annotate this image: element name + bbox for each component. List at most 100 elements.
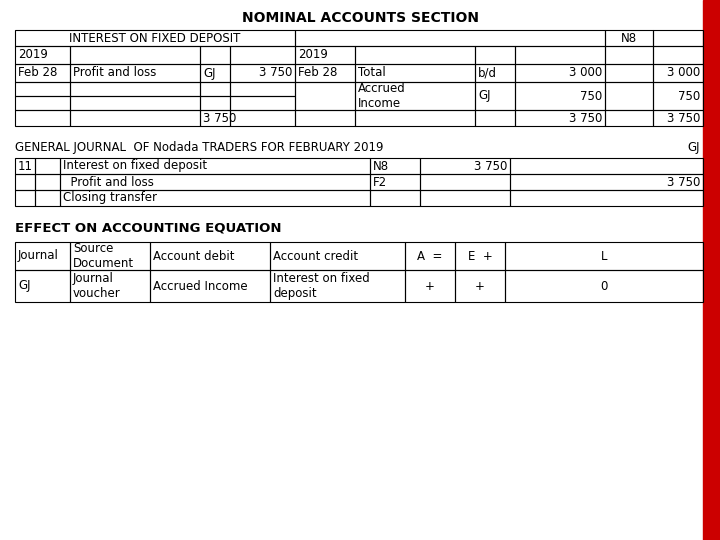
Bar [15,270,70,302]
Bar [70,64,200,82]
Text: Interest on fixed deposit: Interest on fixed deposit [63,159,207,172]
Bar [370,174,420,190]
Bar [605,46,653,64]
Bar [150,242,270,270]
Text: Journal: Journal [18,249,59,262]
Text: 2019: 2019 [18,49,48,62]
Text: Accrued Income: Accrued Income [153,280,248,293]
Text: Account debit: Account debit [153,249,235,262]
Text: Accrued
Income: Accrued Income [358,82,406,110]
Text: 3 750: 3 750 [203,111,236,125]
Bar [475,64,515,82]
Text: Feb 28: Feb 28 [18,66,58,79]
Bar [230,110,295,126]
Bar [475,110,515,126]
Bar [295,64,355,82]
Bar [60,174,370,190]
Text: N8: N8 [621,31,637,44]
Text: L: L [600,249,607,262]
Text: A  =: A = [418,249,443,262]
Bar [355,110,475,126]
Text: b/d: b/d [478,66,497,79]
Bar [475,82,515,110]
Bar [15,64,70,82]
Text: +: + [425,280,435,293]
Bar [475,46,515,64]
Text: 3 750: 3 750 [667,176,700,188]
Bar [510,174,703,190]
Bar [605,110,653,126]
Bar [455,270,505,302]
Bar [15,110,70,126]
Bar [653,110,703,126]
Bar [295,30,605,46]
Text: Account credit: Account credit [273,249,358,262]
Bar [200,46,230,64]
Text: Profit and loss: Profit and loss [73,66,156,79]
Text: NOMINAL ACCOUNTS SECTION: NOMINAL ACCOUNTS SECTION [241,11,479,25]
Text: F2: F2 [373,176,387,188]
Bar [605,30,653,46]
Bar [653,46,703,64]
Bar [405,242,455,270]
Text: +: + [475,280,485,293]
Bar [370,190,420,206]
Bar [70,270,150,302]
Bar [605,82,653,110]
Bar [230,82,295,96]
Text: 750: 750 [580,90,602,103]
Bar [230,46,295,64]
Bar [15,82,70,96]
Text: INTEREST ON FIXED DEPOSIT: INTEREST ON FIXED DEPOSIT [69,31,240,44]
Bar [15,174,35,190]
Bar [355,64,475,82]
Text: GJ: GJ [478,90,490,103]
Text: Journal
voucher: Journal voucher [73,272,121,300]
Bar [295,110,355,126]
Bar [15,242,70,270]
Bar [70,46,200,64]
Bar [70,82,200,96]
Text: 3 000: 3 000 [667,66,700,79]
Bar [653,82,703,110]
Bar [35,190,60,206]
Bar [455,242,505,270]
Bar [515,110,605,126]
Bar [200,64,230,82]
Bar [295,82,355,110]
Bar [15,46,70,64]
Bar [355,82,475,110]
Text: EFFECT ON ACCOUNTING EQUATION: EFFECT ON ACCOUNTING EQUATION [15,221,282,234]
Bar [15,158,35,174]
Bar [370,158,420,174]
Bar [200,82,230,96]
Bar [270,270,405,302]
Text: GJ: GJ [203,66,215,79]
Bar [70,242,150,270]
Text: 3 750: 3 750 [667,111,700,125]
Bar [15,30,295,46]
Bar [15,96,70,110]
Text: Profit and loss: Profit and loss [63,176,154,188]
Text: 11: 11 [17,159,32,172]
Text: 3 000: 3 000 [569,66,602,79]
Bar [605,64,653,82]
Bar [60,158,370,174]
Bar [420,174,510,190]
Text: GENERAL JOURNAL  OF Nodada TRADERS FOR FEBRUARY 2019: GENERAL JOURNAL OF Nodada TRADERS FOR FE… [15,140,384,153]
Bar [70,110,200,126]
Bar [295,46,355,64]
Bar [505,242,703,270]
Text: 0: 0 [600,280,608,293]
Text: E  +: E + [467,249,492,262]
Text: Total: Total [358,66,386,79]
Bar [35,158,60,174]
Text: Interest on fixed
deposit: Interest on fixed deposit [273,272,370,300]
Bar [653,30,703,46]
Text: Closing transfer: Closing transfer [63,192,157,205]
Bar [420,158,510,174]
Text: 2019: 2019 [298,49,328,62]
Bar [60,190,370,206]
Bar [515,64,605,82]
Bar [420,190,510,206]
